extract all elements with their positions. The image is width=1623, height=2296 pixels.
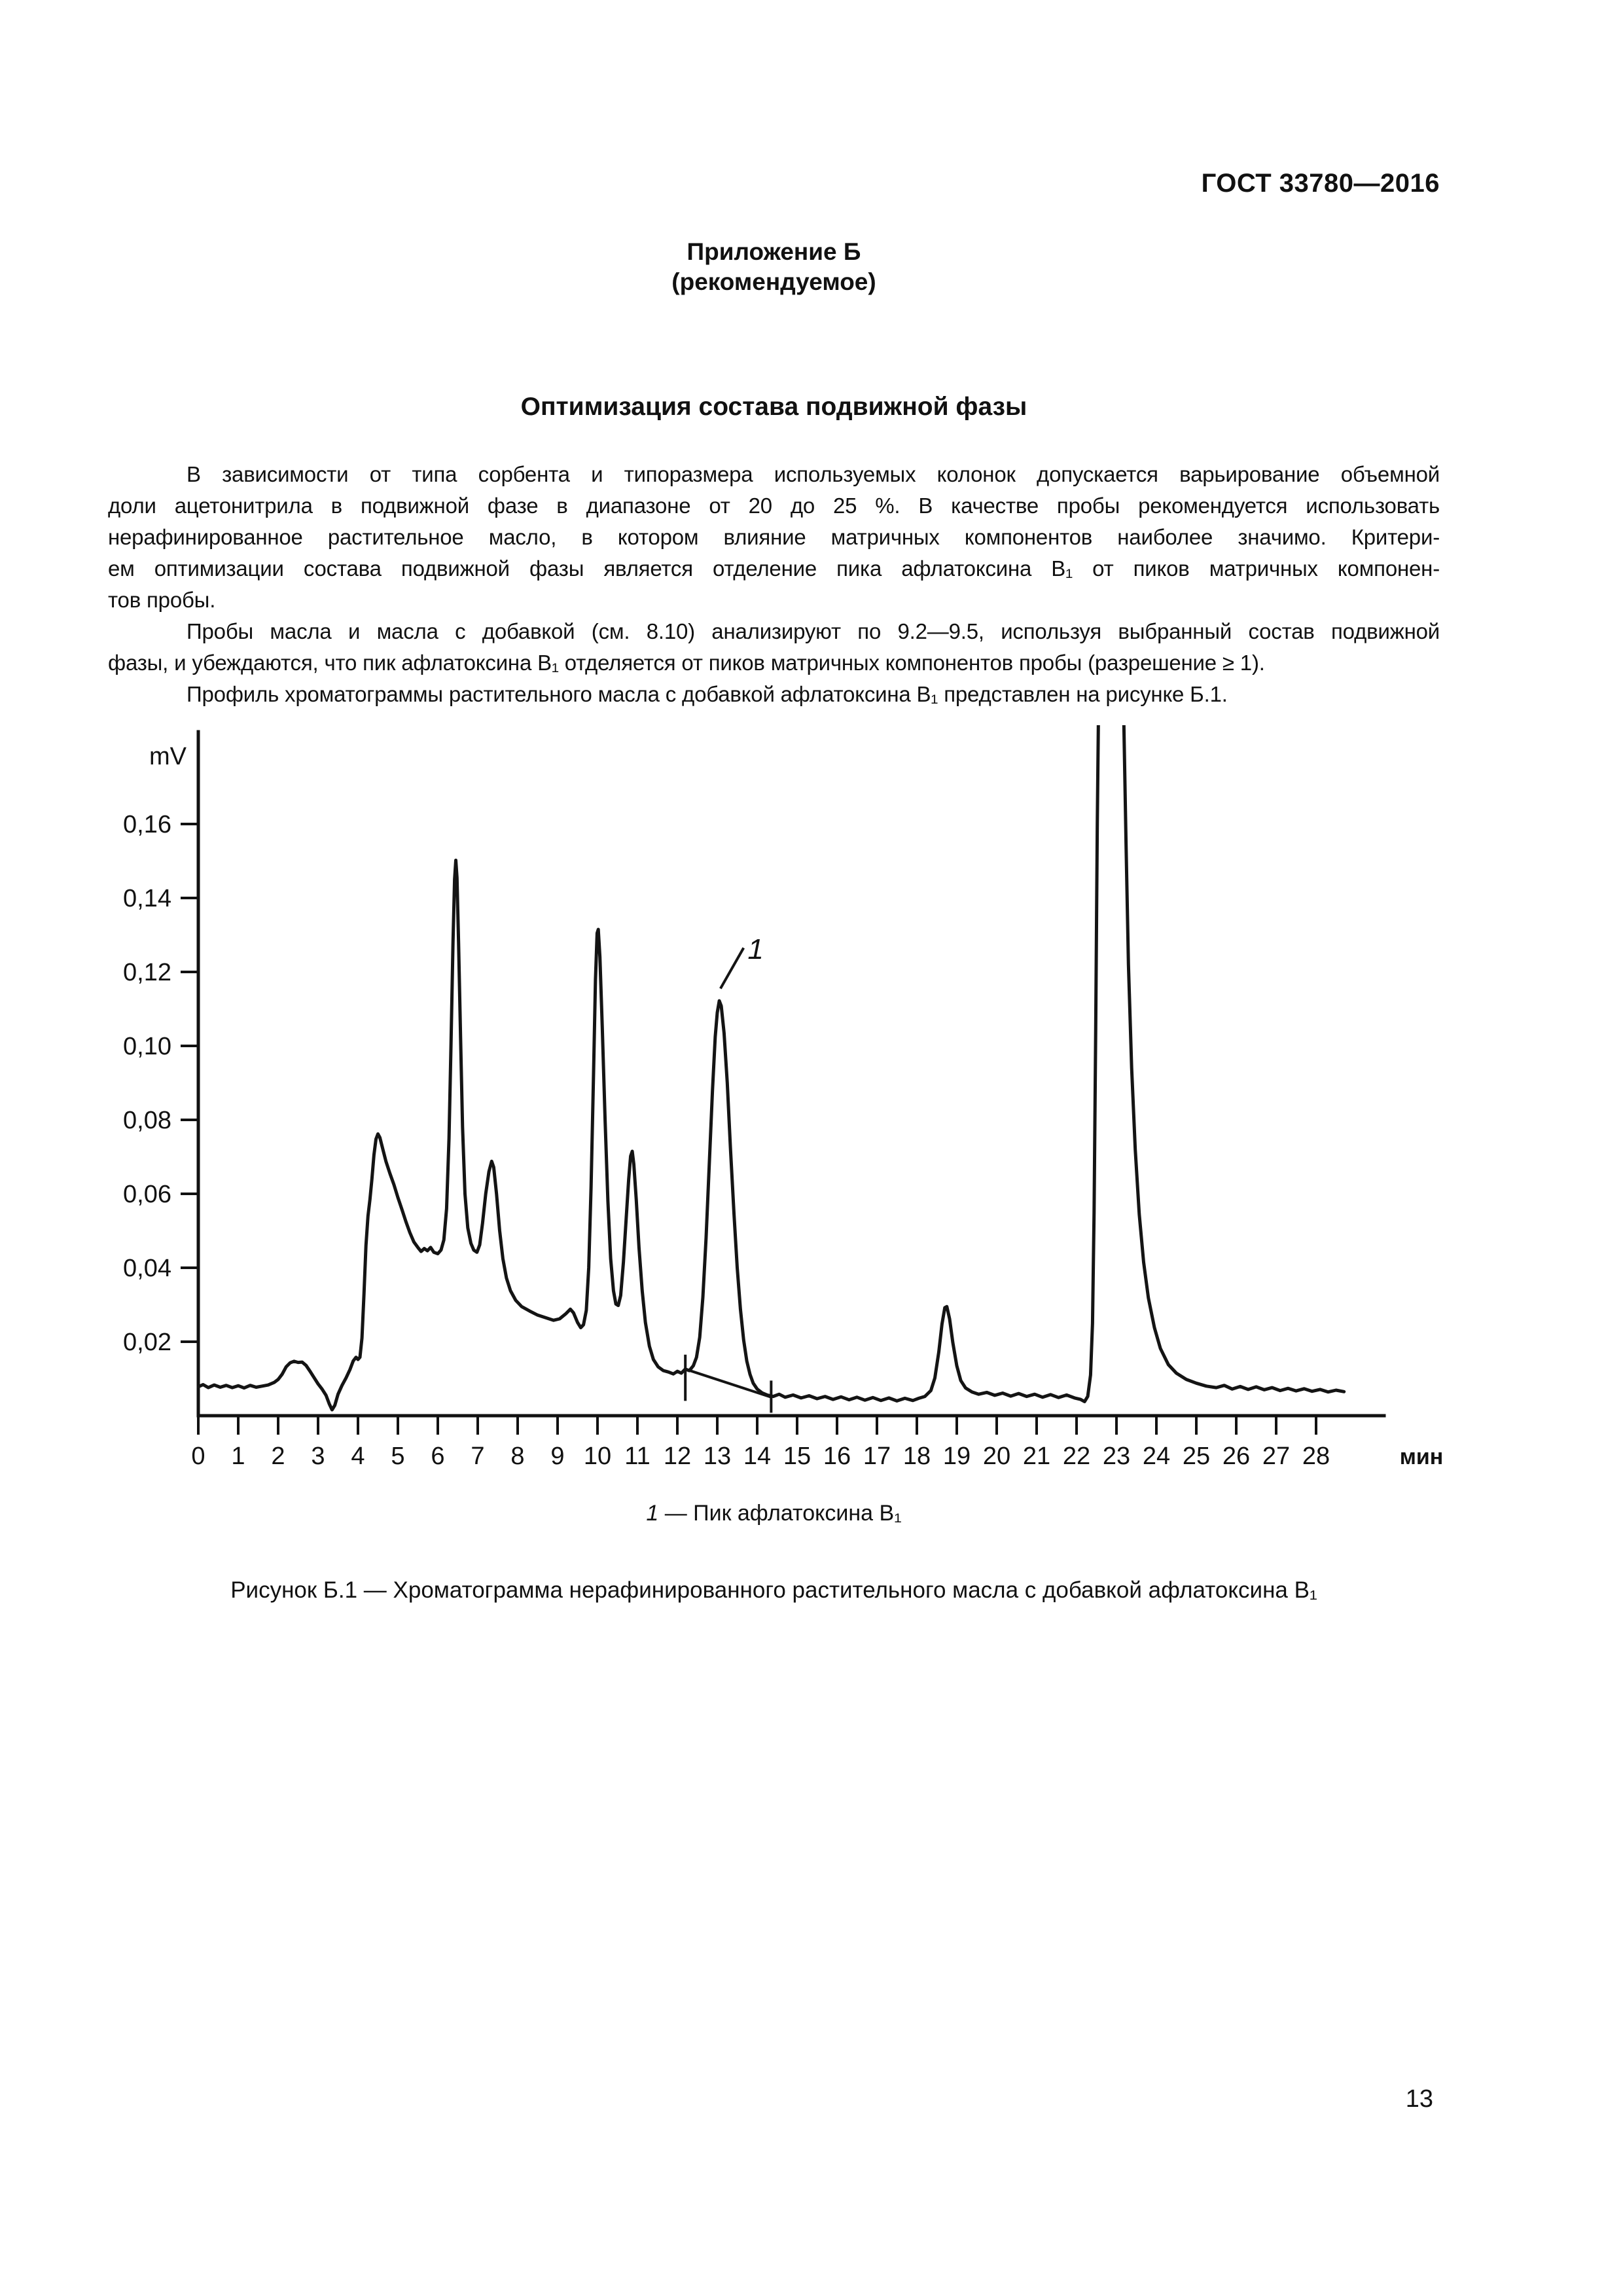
legend-text: — Пик афлатоксина B₁ [658, 1501, 902, 1526]
x-tick-label: 7 [471, 1443, 484, 1470]
integration-baseline [685, 1367, 772, 1399]
figure-caption: Рисунок Б.1 — Хроматограмма нерафинирова… [230, 1577, 1317, 1603]
body-line: тов пробы. [108, 588, 216, 612]
y-tick-label: 0,10 [123, 1033, 171, 1060]
x-tick-label: 9 [550, 1443, 564, 1470]
x-tick-label: 21 [1023, 1443, 1050, 1470]
x-tick-label: 17 [863, 1443, 891, 1470]
body-line: Пробы масла и масла с добавкой (см. 8.10… [187, 619, 1440, 643]
x-tick-label: 10 [584, 1443, 611, 1470]
y-tick-label: 0,14 [123, 885, 171, 912]
x-tick-label: 2 [271, 1443, 285, 1470]
x-tick-label: 11 [624, 1443, 650, 1470]
x-tick-label: 28 [1302, 1443, 1330, 1470]
y-axis-unit-label: mV [149, 743, 187, 770]
y-tick-label: 0,04 [123, 1255, 171, 1282]
body-line: В зависимости от типа сорбента и типораз… [187, 462, 1440, 486]
x-tick-label: 22 [1063, 1443, 1090, 1470]
x-tick-label: 8 [510, 1443, 524, 1470]
body-line: доли ацетонитрила в подвижной фазе в диа… [108, 493, 1440, 518]
x-tick-label: 12 [664, 1443, 691, 1470]
x-tick-label: 20 [983, 1443, 1010, 1470]
chromatogram-trace [196, 725, 1346, 1412]
figure-legend: 1 — Пик афлатоксина B₁ [108, 1501, 1440, 1526]
x-tick-label: 24 [1143, 1443, 1170, 1470]
chart-axes [196, 730, 1386, 1418]
y-tick-label: 0,16 [123, 811, 171, 838]
x-tick-label: 25 [1183, 1443, 1210, 1470]
x-tick-label: 15 [783, 1443, 811, 1470]
x-axis-unit-label: мин [1400, 1444, 1444, 1469]
y-tick-label: 0,02 [123, 1329, 171, 1356]
peak-annotation-leader [719, 947, 745, 990]
x-tick-label: 27 [1262, 1443, 1290, 1470]
x-tick-label: 0 [191, 1443, 205, 1470]
x-tick-label: 23 [1103, 1443, 1130, 1470]
y-tick-label: 0,12 [123, 959, 171, 986]
x-tick-label: 13 [704, 1443, 731, 1470]
body-line: ем оптимизации состава подвижной фазы яв… [108, 556, 1440, 581]
y-tick-label: 0,08 [123, 1107, 171, 1134]
x-tick-label: 3 [311, 1443, 325, 1470]
body-text: В зависимости от типа сорбента и типораз… [108, 459, 1440, 710]
annex-subtitle: (рекомендуемое) [671, 268, 876, 295]
annex-title: Приложение Б [687, 238, 861, 265]
x-tick-label: 16 [823, 1443, 851, 1470]
x-tick-label: 19 [943, 1443, 971, 1470]
x-tick-label: 6 [431, 1443, 444, 1470]
y-tick-label: 0,06 [123, 1181, 171, 1208]
body-line: нерафинированное растительное масло, в к… [108, 525, 1440, 549]
x-tick-label: 5 [391, 1443, 404, 1470]
page-number: 13 [1405, 2085, 1433, 2113]
section-title: Оптимизация состава подвижной фазы [520, 393, 1027, 421]
legend-number: 1 [646, 1501, 659, 1526]
peak-annotation-label: 1 [747, 933, 763, 965]
body-line: Профиль хроматограммы растительного масл… [187, 682, 1228, 706]
x-tick-label: 14 [743, 1443, 771, 1470]
x-tick-label: 4 [351, 1443, 365, 1470]
x-tick-label: 26 [1222, 1443, 1250, 1470]
x-tick-label: 18 [903, 1443, 931, 1470]
x-tick-label: 1 [231, 1443, 245, 1470]
body-line: фазы, и убеждаются, что пик афлатоксина … [108, 651, 1265, 675]
doc-number: ГОСТ 33780—2016 [1201, 169, 1440, 198]
